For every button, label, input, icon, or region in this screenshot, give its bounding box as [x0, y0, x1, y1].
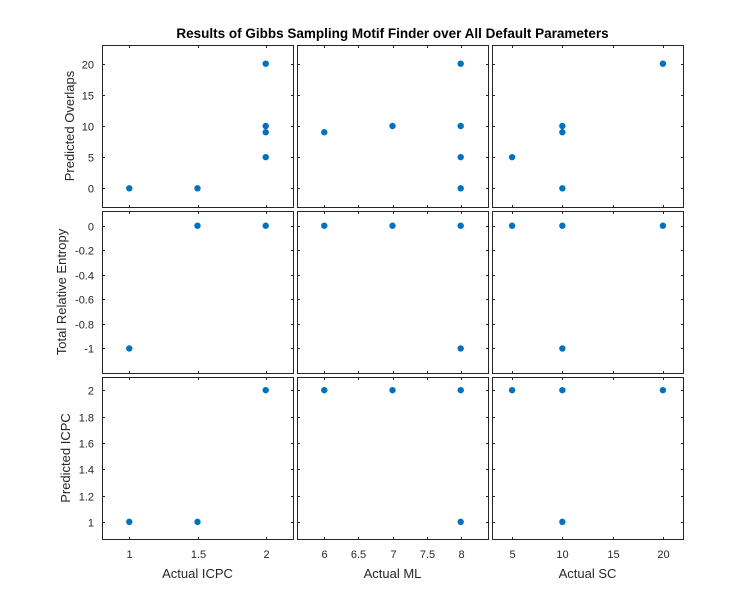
y-tick-label: 1.4: [79, 465, 94, 477]
y-tick-label: 1.8: [79, 413, 94, 425]
y-tick-label: 10: [82, 122, 94, 134]
y-tick-label: -0.4: [75, 271, 94, 283]
y-tick-label: 1.6: [79, 439, 94, 451]
data-point: [457, 345, 464, 352]
y-axis-label-2: Total Relative Entropy: [54, 228, 69, 355]
x-tick-label: 15: [607, 549, 619, 561]
data-point: [559, 386, 566, 394]
panel-r2-c2: [297, 211, 489, 374]
data-point: [194, 185, 201, 192]
data-point: [262, 129, 269, 136]
data-point: [321, 222, 328, 229]
panel-r1-c3: [492, 45, 684, 208]
axes-box: [102, 211, 294, 374]
data-point: [194, 518, 201, 526]
data-point: [126, 518, 133, 526]
data-point: [659, 222, 667, 229]
axes-box: [297, 377, 489, 540]
panel-r2-c1: -1 -0.8 -0.6 -0.4 -0.2 0: [75, 211, 294, 374]
data-point: [559, 185, 566, 192]
panel-r1-c1: 0 5 10 15 20: [82, 45, 294, 208]
x-tick-label: 1.5: [191, 549, 206, 561]
data-point: [559, 518, 566, 526]
x-axis-label-1: Actual ICPC: [162, 566, 233, 581]
data-point: [389, 122, 396, 130]
data-point: [262, 386, 269, 394]
axis-labels: Actual ICPC Actual ML Actual SC Predicted O…: [54, 70, 616, 581]
data-point: [126, 345, 133, 352]
panel-r1-c2: [297, 45, 489, 208]
data-point: [508, 153, 516, 161]
data-point: [262, 222, 269, 229]
x-tick-label: 7: [390, 549, 396, 561]
data-point: [457, 518, 464, 526]
y-tick-label: 5: [88, 153, 94, 165]
y-tick-label: 0: [88, 184, 94, 196]
axes-box: [297, 211, 489, 374]
data-point: [389, 222, 396, 229]
y-tick-label: 2: [88, 386, 94, 398]
data-point: [457, 122, 464, 130]
y-tick-label: -1: [84, 344, 94, 356]
y-tick-label: -0.8: [75, 320, 94, 332]
chart-title: Results of Gibbs Sampling Motif Finder o…: [176, 26, 608, 41]
axes-box: [102, 45, 294, 208]
data-point: [457, 222, 464, 229]
y-tick-label: 15: [82, 91, 94, 103]
data-point: [559, 129, 566, 136]
axes-box: [102, 377, 294, 540]
data-point: [321, 129, 328, 136]
y-axis-label-1: Predicted Overlaps: [62, 70, 77, 181]
x-axis-label-2: Actual ML: [364, 566, 422, 581]
y-tick-label: -0.6: [75, 295, 94, 307]
x-tick-label: 20: [657, 549, 669, 561]
panel-r3-c1: 1 1.2 1.4 1.6 1.8 2 1 1.5 2: [79, 377, 294, 561]
data-point: [508, 222, 516, 229]
data-point: [262, 60, 269, 67]
data-point: [659, 386, 667, 394]
y-tick-label: 1.2: [79, 492, 94, 504]
data-point: [659, 60, 667, 67]
data-point: [262, 122, 269, 130]
x-tick-label: 6.5: [351, 549, 366, 561]
x-tick-label: 1: [126, 549, 132, 561]
y-tick-label: 20: [82, 60, 94, 72]
panel-r3-c2: 6 6.5 7 7.5 8: [297, 377, 489, 561]
x-tick-label: 8: [458, 549, 464, 561]
y-tick-label: -0.2: [75, 246, 94, 258]
data-point: [194, 222, 201, 229]
panels: 05101520-1-0.8-0.6-0.4-0.2011.21.41.61.8…: [75, 45, 684, 561]
axes-box: [492, 377, 684, 540]
x-tick-label: 7.5: [420, 549, 435, 561]
panel-r3-c3: 5 10 15 20: [492, 377, 684, 561]
data-point: [457, 185, 464, 192]
data-point: [508, 386, 516, 394]
data-point: [389, 386, 396, 394]
data-point: [457, 386, 464, 394]
data-point: [321, 386, 328, 394]
axes-box: [492, 45, 684, 208]
data-point: [126, 185, 133, 192]
x-tick-label: 2: [263, 549, 269, 561]
x-tick-label: 5: [509, 549, 515, 561]
x-axis-label-3: Actual SC: [559, 566, 617, 581]
data-point: [559, 345, 566, 352]
y-tick-label: 0: [88, 222, 94, 234]
y-axis-label-3: Predicted ICPC: [58, 413, 73, 503]
x-tick-label: 10: [556, 549, 568, 561]
y-tick-label: 1: [88, 518, 94, 530]
data-point: [559, 122, 566, 130]
data-point: [262, 153, 269, 161]
panel-r2-c3: [492, 211, 684, 374]
axes-box: [492, 211, 684, 374]
data-point: [559, 222, 566, 229]
data-point: [457, 60, 464, 67]
data-point: [457, 153, 464, 161]
x-tick-label: 6: [321, 549, 327, 561]
